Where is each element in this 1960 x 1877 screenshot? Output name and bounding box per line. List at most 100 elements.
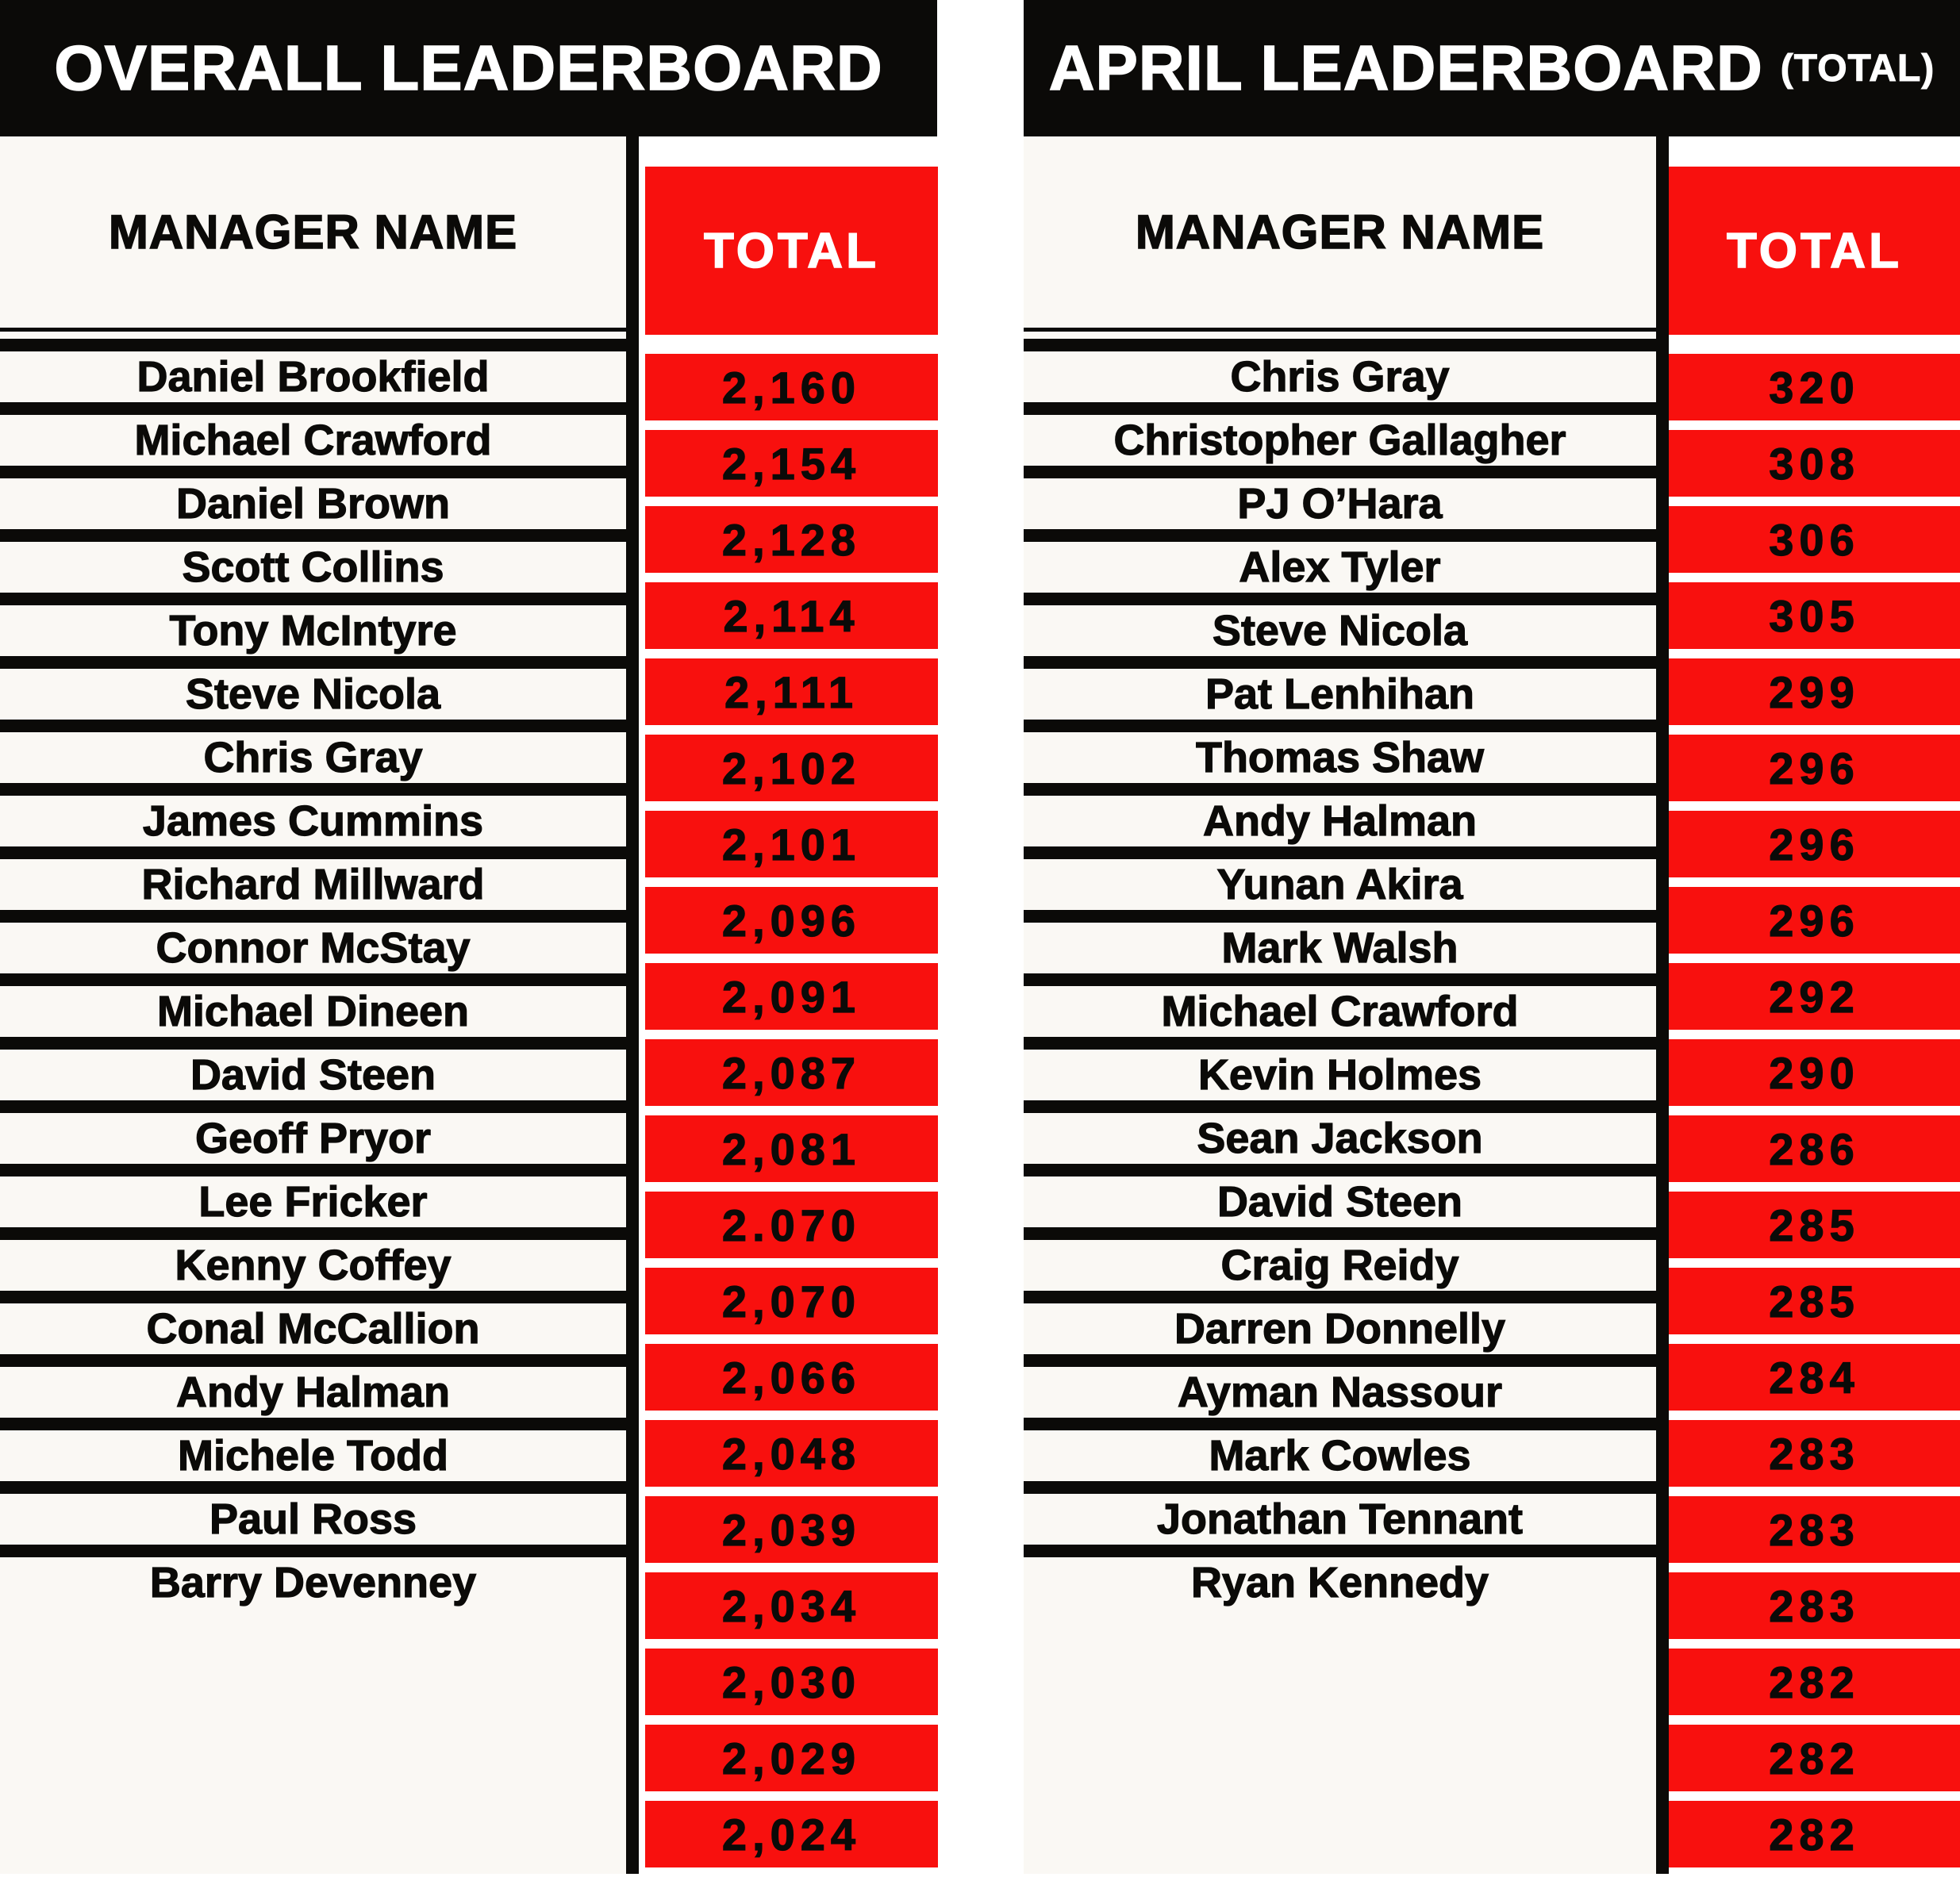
overall-total-header-label: TOTAL <box>703 223 879 279</box>
total-value-cell: 284 <box>1669 1344 1960 1411</box>
manager-name-cell: Conal McCallion <box>0 1291 626 1354</box>
manager-name-cell: Ayman Nassour <box>1024 1354 1656 1418</box>
manager-name-cell: Darren Donnelly <box>1024 1291 1656 1354</box>
manager-name-cell: Ryan Kennedy <box>1024 1545 1656 1608</box>
total-value-cell: 2,096 <box>645 887 938 954</box>
overall-manager-name-header: MANAGER NAME <box>0 136 626 332</box>
manager-name-cell: Steve Nicola <box>0 656 626 720</box>
total-value-cell: 292 <box>1669 963 1960 1030</box>
total-value-cell: 296 <box>1669 887 1960 954</box>
total-value-cell: 2,111 <box>645 658 938 725</box>
total-value-cell: 308 <box>1669 430 1960 497</box>
total-value-cell: 2,128 <box>645 506 938 573</box>
manager-name-cell: Pat Lenhihan <box>1024 656 1656 720</box>
manager-name-cell: Christopher Gallagher <box>1024 402 1656 466</box>
total-value-cell: 2,024 <box>645 1801 938 1867</box>
overall-total-header: TOTAL <box>645 167 938 335</box>
total-value-cell: 320 <box>1669 354 1960 420</box>
april-total-header-label: TOTAL <box>1726 223 1902 279</box>
total-value-cell: 285 <box>1669 1268 1960 1334</box>
manager-name-cell: Geoff Pryor <box>0 1100 626 1164</box>
manager-name-cell: Scott Collins <box>0 529 626 593</box>
manager-name-cell: Yunan Akira <box>1024 846 1656 910</box>
manager-name-cell: PJ O’Hara <box>1024 466 1656 529</box>
april-total-column: TOTAL 320 308 306 305 299 296 296 296 292 290 286 2… <box>1669 167 1960 1877</box>
total-value-cell: 2,160 <box>645 354 938 420</box>
total-value-cell: 2,039 <box>645 1496 938 1563</box>
total-value-cell: 2,029 <box>645 1725 938 1791</box>
total-value-cell: 286 <box>1669 1115 1960 1182</box>
total-value-cell: 2,102 <box>645 735 938 801</box>
manager-name-cell: Mark Walsh <box>1024 910 1656 973</box>
manager-name-cell: Michael Crawford <box>1024 973 1656 1037</box>
manager-name-cell: Kevin Holmes <box>1024 1037 1656 1100</box>
manager-name-cell: Chris Gray <box>0 720 626 783</box>
total-value-cell: 2,101 <box>645 811 938 877</box>
total-value-cell: 2,048 <box>645 1420 938 1487</box>
manager-name-cell: Richard Millward <box>0 846 626 910</box>
overall-manager-name-header-label: MANAGER NAME <box>108 205 518 259</box>
total-value-cell: 2,114 <box>645 582 938 649</box>
manager-name-cell: Andy Halman <box>0 1354 626 1418</box>
manager-name-cell: Daniel Brown <box>0 466 626 529</box>
total-value-cell: 2,154 <box>645 430 938 497</box>
april-leaderboard-title: APRIL LEADERBOARD <box>1048 32 1763 104</box>
total-value-cell: 2.070 <box>645 1192 938 1258</box>
overall-total-rows: 2,160 2,154 2,128 2,114 2,111 2,102 2,101 2,096… <box>645 354 938 1867</box>
total-value-cell: 285 <box>1669 1192 1960 1258</box>
april-manager-name-header-label: MANAGER NAME <box>1135 205 1545 259</box>
total-value-cell: 2,066 <box>645 1344 938 1411</box>
manager-name-cell: Michele Todd <box>0 1418 626 1481</box>
manager-name-cell: James Cummins <box>0 783 626 846</box>
manager-name-cell: Michael Crawford <box>0 402 626 466</box>
manager-name-cell: Barry Devenney <box>0 1545 626 1608</box>
manager-name-cell: Lee Fricker <box>0 1164 626 1227</box>
total-value-cell: 296 <box>1669 735 1960 801</box>
april-manager-name-rows: Chris Gray Christopher Gallagher PJ O’Hara… <box>1024 332 1656 1608</box>
total-value-cell: 296 <box>1669 811 1960 877</box>
overall-leaderboard-title: OVERALL LEADERBOARD <box>54 32 883 104</box>
total-value-cell: 283 <box>1669 1572 1960 1639</box>
overall-leaderboard-title-bar: OVERALL LEADERBOARD <box>0 0 937 136</box>
total-value-cell: 2,030 <box>645 1649 938 1715</box>
manager-name-cell: Paul Ross <box>0 1481 626 1545</box>
total-value-cell: 299 <box>1669 658 1960 725</box>
manager-name-cell: Tony McIntyre <box>0 593 626 656</box>
overall-total-column: TOTAL 2,160 2,154 2,128 2,114 2,111 2,102 2,10… <box>645 167 938 1877</box>
manager-name-cell: Sean Jackson <box>1024 1100 1656 1164</box>
total-value-cell: 282 <box>1669 1725 1960 1791</box>
total-value-cell: 2,081 <box>645 1115 938 1182</box>
manager-name-cell: Michael Dineen <box>0 973 626 1037</box>
overall-manager-name-column: MANAGER NAME Daniel Brookfield Michael Cr… <box>0 136 639 1874</box>
total-value-cell: 2,070 <box>645 1268 938 1334</box>
april-manager-name-column: MANAGER NAME Chris Gray Christopher Galla… <box>1024 136 1669 1874</box>
april-leaderboard-title-bar: APRIL LEADERBOARD (TOTAL) <box>1024 0 1960 136</box>
total-value-cell: 283 <box>1669 1496 1960 1563</box>
manager-name-cell: Daniel Brookfield <box>0 339 626 402</box>
manager-name-cell: Alex Tyler <box>1024 529 1656 593</box>
total-value-cell: 305 <box>1669 582 1960 649</box>
total-value-cell: 282 <box>1669 1801 1960 1867</box>
manager-name-cell: Thomas Shaw <box>1024 720 1656 783</box>
overall-manager-name-rows: Daniel Brookfield Michael Crawford Daniel … <box>0 332 626 1608</box>
total-value-cell: 283 <box>1669 1420 1960 1487</box>
total-value-cell: 2,091 <box>645 963 938 1030</box>
manager-name-cell: Jonathan Tennant <box>1024 1481 1656 1545</box>
manager-name-cell: Chris Gray <box>1024 339 1656 402</box>
manager-name-cell: David Steen <box>1024 1164 1656 1227</box>
april-total-header: TOTAL <box>1669 167 1960 335</box>
april-leaderboard-title-suffix: (TOTAL) <box>1780 47 1935 90</box>
manager-name-cell: Craig Reidy <box>1024 1227 1656 1291</box>
manager-name-cell: Kenny Coffey <box>0 1227 626 1291</box>
manager-name-cell: Andy Halman <box>1024 783 1656 846</box>
total-value-cell: 290 <box>1669 1039 1960 1106</box>
april-total-rows: 320 308 306 305 299 296 296 296 292 290 286 285 285 2… <box>1669 354 1960 1867</box>
april-manager-name-header: MANAGER NAME <box>1024 136 1656 332</box>
total-value-cell: 2,087 <box>645 1039 938 1106</box>
total-value-cell: 306 <box>1669 506 1960 573</box>
total-value-cell: 2,034 <box>645 1572 938 1639</box>
manager-name-cell: Connor McStay <box>0 910 626 973</box>
manager-name-cell: Steve Nicola <box>1024 593 1656 656</box>
manager-name-cell: David Steen <box>0 1037 626 1100</box>
manager-name-cell: Mark Cowles <box>1024 1418 1656 1481</box>
